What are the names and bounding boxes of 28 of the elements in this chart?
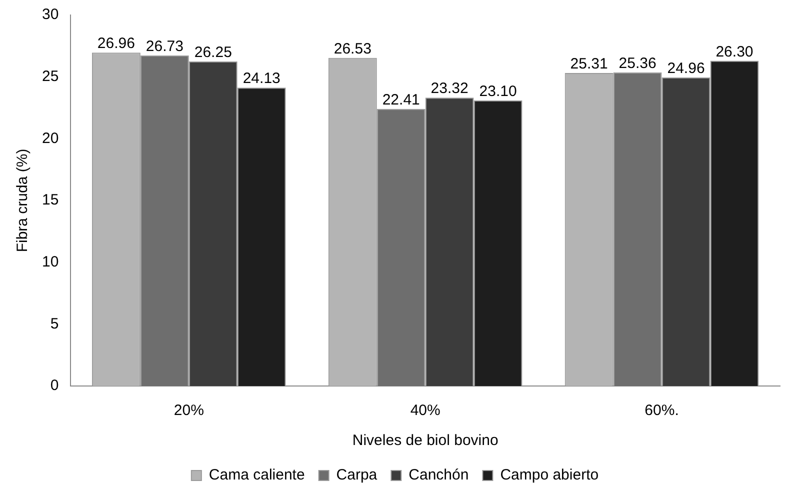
legend-label: Carpa	[336, 466, 378, 484]
data-label: 22.41	[382, 92, 420, 109]
x-tick-label: 60%.	[644, 402, 679, 420]
data-label: 24.96	[667, 60, 705, 77]
x-tick-label: 20%	[174, 402, 204, 420]
y-tick-label: 15	[42, 192, 59, 209]
data-label: 25.31	[570, 56, 608, 73]
legend-label: Canchón	[408, 466, 469, 484]
y-tick-label: 5	[50, 315, 59, 332]
legend-label: Campo abierto	[500, 466, 599, 484]
data-label: 23.10	[479, 82, 517, 100]
y-tick-label: 10	[42, 253, 59, 270]
legend-label: Cama caliente	[208, 466, 305, 484]
data-label: 25.36	[618, 55, 656, 72]
data-label: 26.25	[194, 44, 232, 62]
data-label: 26.73	[146, 38, 184, 56]
x-axis-title: Niveles de biol bovino	[352, 432, 498, 450]
y-tick-label: 25	[42, 68, 59, 85]
data-label: 23.32	[430, 80, 468, 98]
data-label: 26.96	[97, 35, 135, 52]
data-label: 26.30	[716, 43, 754, 60]
data-label: 24.13	[242, 70, 280, 88]
y-tick-label: 0	[50, 377, 59, 394]
y-tick-label: 20	[42, 130, 59, 147]
y-tick-label: 30	[42, 6, 59, 24]
x-tick-label: 40%	[410, 402, 440, 420]
y-axis-title: Fibra cruda (%)	[14, 148, 32, 252]
data-label: 26.53	[334, 40, 372, 58]
